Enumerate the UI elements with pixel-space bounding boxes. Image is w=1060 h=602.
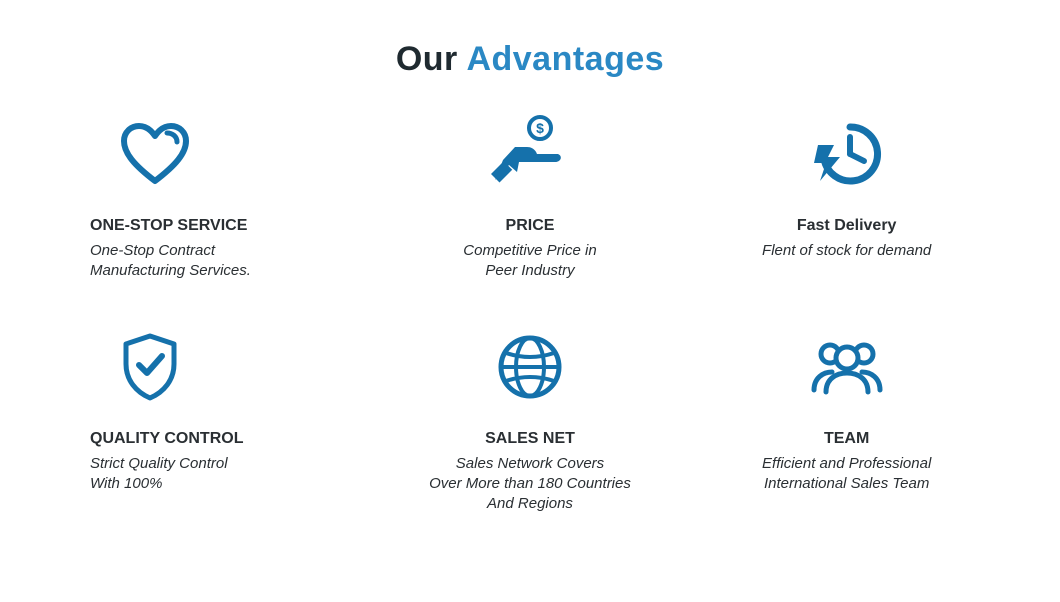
card-title: PRICE [387,217,674,235]
hand-coin-icon: $ [387,109,674,199]
advantages-grid: ONE-STOP SERVICE One-Stop Contract Manuf… [40,109,1020,514]
card-one-stop-service: ONE-STOP SERVICE One-Stop Contract Manuf… [70,109,357,282]
page-title: Our Advantages [40,40,1020,79]
card-title: ONE-STOP SERVICE [90,217,357,235]
card-desc: Sales Network Covers Over More than 180 … [387,454,674,515]
card-desc: Competitive Price in Peer Industry [387,241,674,282]
card-desc: Efficient and Professional International… [703,454,990,495]
heart-icon [90,109,357,199]
title-part-2: Advantages [466,40,664,78]
card-title: Fast Delivery [703,217,990,235]
svg-text:$: $ [536,120,544,136]
card-team: TEAM Efficient and Professional Internat… [703,322,990,515]
title-part-1: Our [396,40,467,78]
card-title: TEAM [703,430,990,448]
card-sales-net: SALES NET Sales Network Covers Over More… [387,322,674,515]
card-desc: Flent of stock for demand [703,241,990,261]
card-quality-control: QUALITY CONTROL Strict Quality Control W… [70,322,357,515]
card-desc: One-Stop Contract Manufacturing Services… [90,241,357,282]
shield-check-icon [90,322,357,412]
card-desc: Strict Quality Control With 100% [90,454,357,495]
fast-clock-icon [703,109,990,199]
globe-icon [387,322,674,412]
team-icon [703,322,990,412]
card-title: SALES NET [387,430,674,448]
card-fast-delivery: Fast Delivery Flent of stock for demand [703,109,990,282]
card-price: $ PRICE Competitive Price in Peer Indust… [387,109,674,282]
card-title: QUALITY CONTROL [90,430,357,448]
